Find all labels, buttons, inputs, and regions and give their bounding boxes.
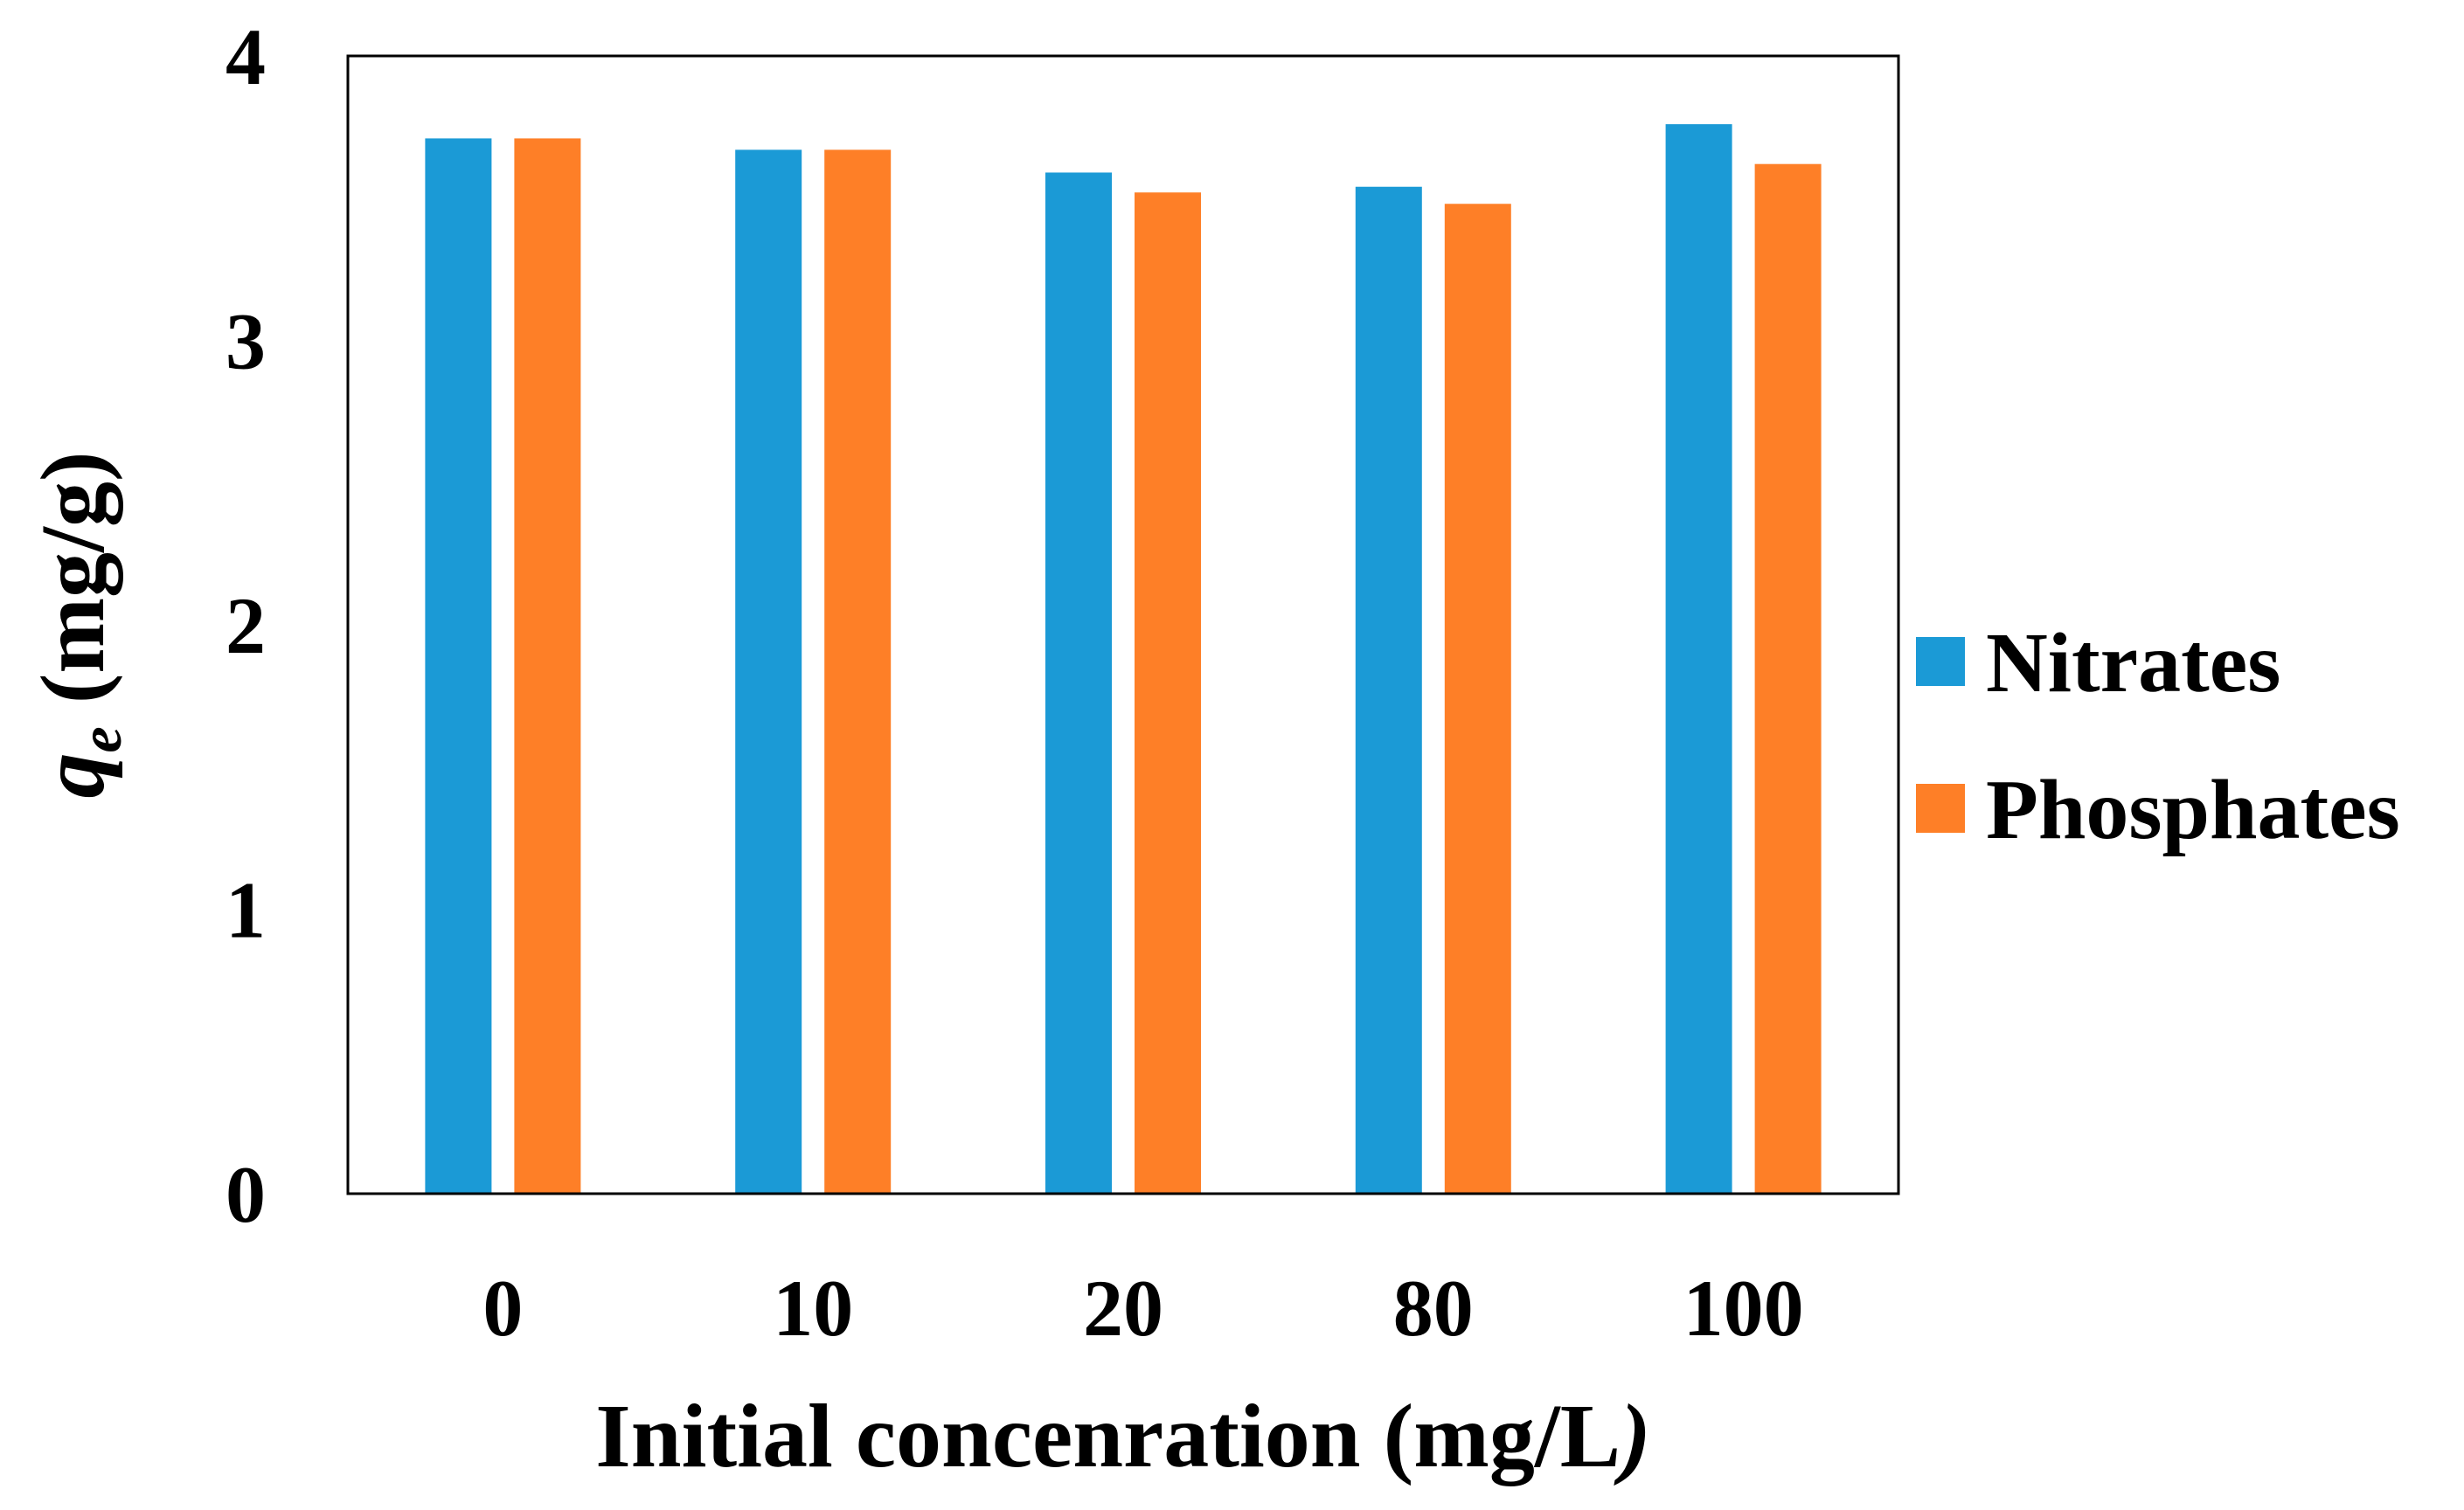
x-tick-label: 100 xyxy=(1683,1264,1804,1353)
bar-nitrates-10 xyxy=(735,149,802,1194)
legend-label-nitrates: Nitrates xyxy=(1986,616,2280,710)
bar-nitrates-100 xyxy=(1665,124,1732,1194)
y-tick-label: 2 xyxy=(226,581,266,670)
y-axis-title: qe (mg/g) xyxy=(23,452,134,799)
legend: Nitrates Phosphates xyxy=(1916,616,2400,857)
legend-swatch-phosphates xyxy=(1916,784,1965,833)
bar-phosphates-0 xyxy=(514,138,581,1194)
bar-nitrates-20 xyxy=(1045,172,1112,1195)
bar-phosphates-20 xyxy=(1135,192,1201,1195)
y-tick-label: 0 xyxy=(226,1150,266,1239)
plot-area-frame xyxy=(346,54,1900,1195)
bar-nitrates-80 xyxy=(1355,186,1422,1195)
y-tick-label: 1 xyxy=(226,866,266,955)
legend-label-phosphates: Phosphates xyxy=(1986,763,2400,857)
bar-nitrates-0 xyxy=(425,138,492,1194)
y-axis-title-subscript: e xyxy=(67,726,134,752)
y-tick-label: 4 xyxy=(226,12,266,101)
y-axis-ticks: 0 1 2 3 4 xyxy=(226,12,266,1239)
legend-swatch-nitrates xyxy=(1916,637,1965,686)
x-tick-label: 80 xyxy=(1393,1264,1474,1353)
x-axis-title: Initial concenration (mg/L) xyxy=(595,1386,1650,1486)
bar-phosphates-80 xyxy=(1444,204,1511,1194)
x-axis-title-end: ) xyxy=(1614,1386,1651,1486)
bars-layer xyxy=(425,124,1822,1195)
bar-phosphates-10 xyxy=(824,149,892,1194)
x-tick-label: 0 xyxy=(482,1264,523,1353)
y-tick-label: 3 xyxy=(226,297,266,386)
bar-phosphates-100 xyxy=(1754,163,1822,1195)
x-axis-title-main: Initial concenration (mg/L xyxy=(595,1386,1621,1486)
x-tick-label: 10 xyxy=(773,1264,853,1353)
x-tick-label: 20 xyxy=(1083,1264,1163,1353)
y-axis-title-unit: (mg/g) xyxy=(23,452,123,727)
x-axis-ticks: 0 10 20 80 100 xyxy=(482,1264,1803,1353)
y-axis-title-symbol: q xyxy=(23,752,123,798)
